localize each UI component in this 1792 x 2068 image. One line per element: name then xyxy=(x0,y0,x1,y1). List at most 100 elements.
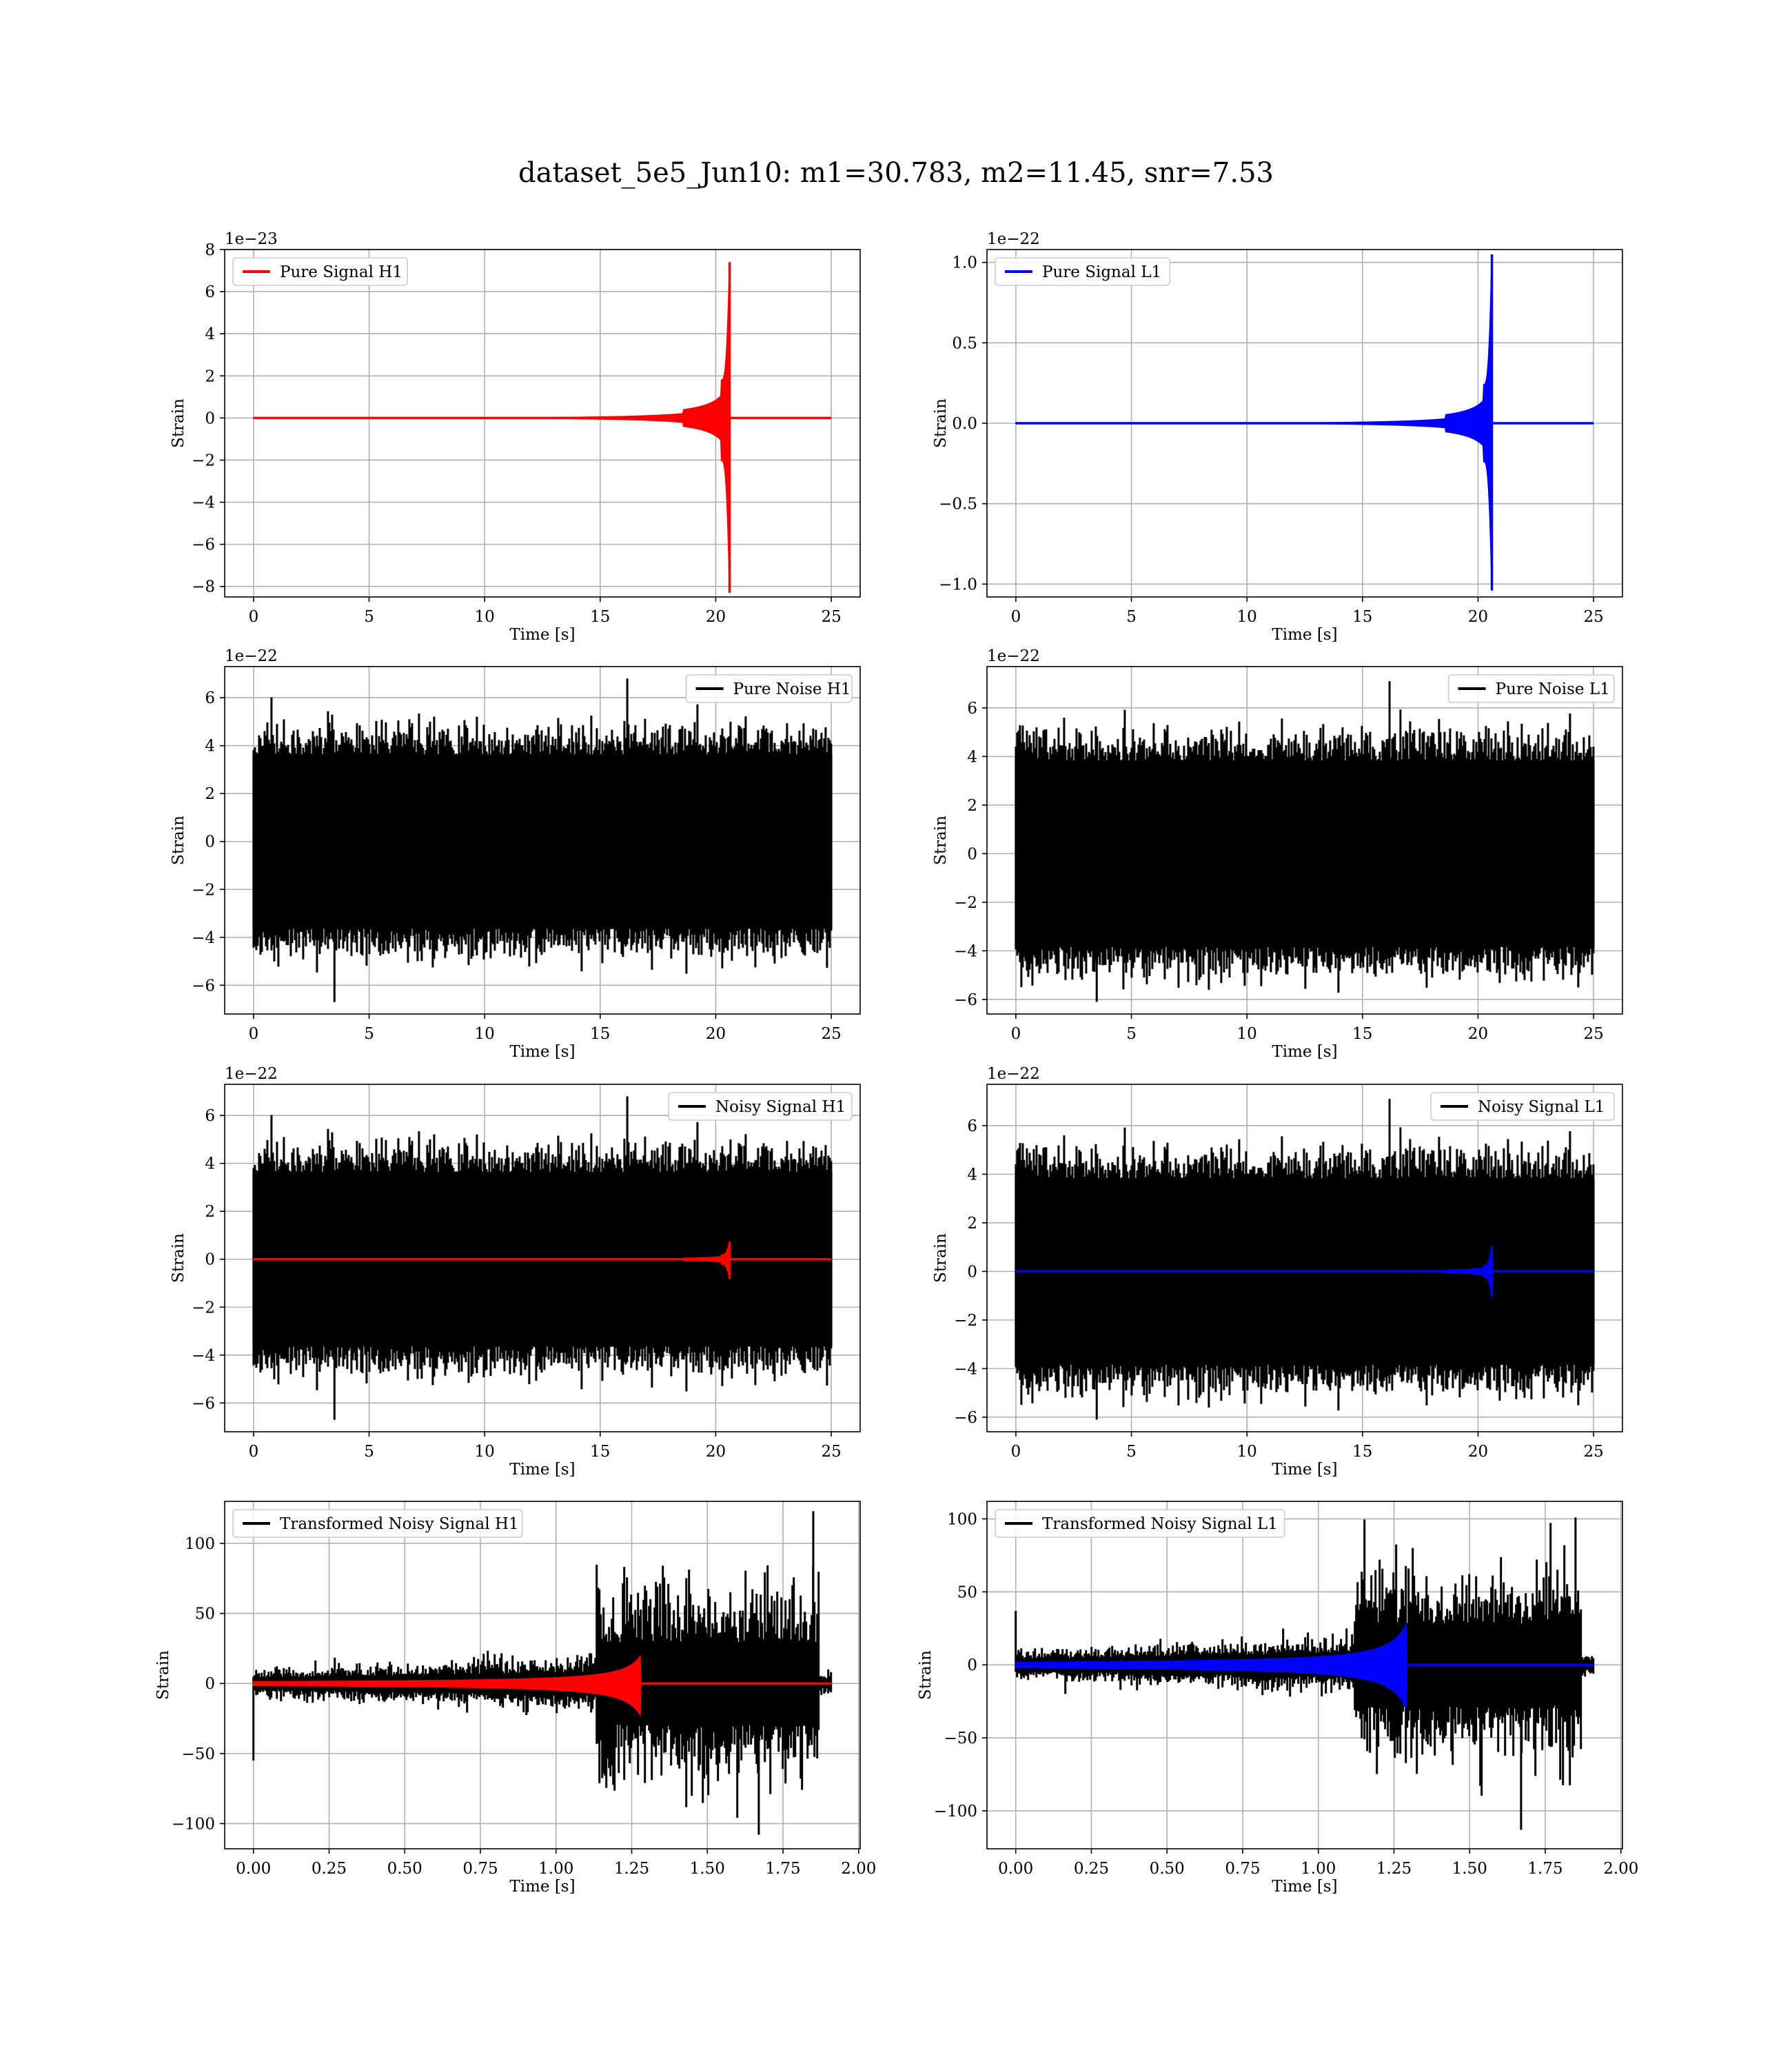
x-tick-label: 1.00 xyxy=(538,1860,573,1878)
y-tick-label: −1.0 xyxy=(939,576,977,594)
y-tick-label: 6 xyxy=(967,1117,977,1135)
y-tick-label: −2 xyxy=(954,894,977,912)
x-tick-label: 15 xyxy=(1352,1443,1372,1461)
legend-label: Pure Noise H1 xyxy=(733,680,851,698)
y-tick-label: 0 xyxy=(205,409,215,427)
plot-panel-transformed-l1: 0.00 0.25 0.50 0.75 1.00 1.25 1.50 1.75 2.00 −100… xyxy=(917,1501,1638,1896)
x-tick-label: 20 xyxy=(706,1025,726,1043)
y-tick-label: 100 xyxy=(947,1510,977,1528)
y-tick-label: −50 xyxy=(181,1745,215,1763)
y-tick-label: 0 xyxy=(205,1675,215,1693)
x-tick-label: 0.75 xyxy=(1225,1860,1260,1878)
legend-box xyxy=(1430,1092,1615,1121)
y-tick-label: 2 xyxy=(205,785,215,803)
plot-panel-pure-noise-l1: 0 5 10 15 20 25 −6 −4 −2 0 2 4 6 Time [s] Strain 1e−22 P… xyxy=(932,647,1623,1061)
y-tick-label: −4 xyxy=(954,942,977,960)
y-tick-label: 0 xyxy=(205,833,215,851)
x-axis-label: Time [s] xyxy=(1272,1461,1337,1479)
y-axis: −6 −4 −2 0 2 4 6 xyxy=(192,689,225,995)
y-tick-label: −4 xyxy=(954,1360,977,1378)
legend-box xyxy=(685,674,853,703)
x-tick-label: 0 xyxy=(1011,1025,1021,1043)
legend-label: Pure Noise L1 xyxy=(1496,680,1610,698)
y-tick-label: 0 xyxy=(967,845,977,863)
plot-area xyxy=(1015,681,1595,1002)
axes-background xyxy=(225,250,860,597)
y-offset-text: 1e−23 xyxy=(225,230,278,248)
x-tick-label: 15 xyxy=(590,1025,610,1043)
legend-box xyxy=(995,1509,1285,1538)
x-tick-label: 25 xyxy=(1583,1025,1603,1043)
y-tick-label: −2 xyxy=(192,452,215,469)
y-tick-label: −4 xyxy=(192,929,215,947)
x-tick-label: 0 xyxy=(249,1443,259,1461)
x-axis-label: Time [s] xyxy=(1272,1043,1337,1061)
x-tick-label: 10 xyxy=(475,1443,495,1461)
x-tick-label: 25 xyxy=(821,1025,841,1043)
y-axis: −100 −50 0 50 100 xyxy=(172,1535,225,1833)
x-tick-label: 5 xyxy=(364,608,374,626)
y-tick-label: −4 xyxy=(192,494,215,512)
y-tick-label: 6 xyxy=(205,283,215,301)
plot-area xyxy=(252,1096,833,1420)
y-tick-label: −50 xyxy=(944,1730,977,1747)
plot-panel-pure-signal-l1: 0 5 10 15 20 25 −1.0 −0.5 0.0 0.5 1.0 Time [s] Strai… xyxy=(932,230,1623,644)
y-tick-label: −6 xyxy=(954,1409,977,1427)
y-offset-text: 1e−22 xyxy=(225,647,278,665)
axes-frame xyxy=(986,1501,1623,1849)
y-tick-label: 2 xyxy=(967,797,977,815)
x-tick-label: 15 xyxy=(590,1443,610,1461)
plot-area xyxy=(252,1511,833,1835)
x-tick-label: 10 xyxy=(1237,1443,1257,1461)
x-axis-label: Time [s] xyxy=(1272,1878,1337,1896)
legend-box xyxy=(232,1509,523,1538)
x-tick-label: 10 xyxy=(475,608,495,626)
x-tick-label: 1.25 xyxy=(1376,1860,1412,1878)
x-tick-label: 0 xyxy=(1011,1443,1021,1461)
x-axis-label: Time [s] xyxy=(509,1043,575,1061)
x-tick-label: 2.00 xyxy=(841,1860,876,1878)
x-tick-label: 25 xyxy=(821,608,841,626)
y-tick-label: −6 xyxy=(192,977,215,995)
y-tick-label: 50 xyxy=(195,1605,215,1623)
x-tick-label: 5 xyxy=(1126,1443,1137,1461)
axes-frame xyxy=(224,1501,861,1849)
legend: Noisy Signal L1 xyxy=(1430,1092,1615,1121)
figure-title: dataset_5e5_Jun10: m1=30.783, m2=11.45, … xyxy=(518,157,1274,189)
y-axis: −8 −6 −4 −2 0 2 4 6 8 xyxy=(192,241,225,596)
legend-label: Pure Signal H1 xyxy=(280,263,403,281)
x-axis: 0 5 10 15 20 25 xyxy=(1011,1014,1604,1043)
legend-box xyxy=(668,1092,853,1121)
axes-frame xyxy=(986,1084,1623,1432)
y-tick-label: −0.5 xyxy=(939,496,977,514)
legend: Pure Noise H1 xyxy=(685,674,853,703)
y-tick-label: 0.5 xyxy=(952,334,977,352)
y-axis-label: Strain xyxy=(170,398,187,448)
y-tick-label: 2 xyxy=(967,1215,977,1233)
plot-panel-pure-signal-h1: 0 5 10 15 20 25 −8 −6 −4 −2 0 2 4 6 8 Time [s] Strain 1e−… xyxy=(170,230,861,644)
y-tick-label: 0.0 xyxy=(952,415,977,433)
x-tick-label: 25 xyxy=(821,1443,841,1461)
y-tick-label: 6 xyxy=(205,689,215,707)
x-tick-label: 15 xyxy=(1352,608,1372,626)
y-tick-label: 4 xyxy=(205,325,215,343)
plot-area xyxy=(252,262,832,593)
legend: Noisy Signal H1 xyxy=(668,1092,853,1121)
x-tick-label: 5 xyxy=(1126,1025,1137,1043)
x-tick-label: 0 xyxy=(1011,608,1021,626)
x-tick-label: 0 xyxy=(249,1025,259,1043)
plot-panel-transformed-h1: 0.00 0.25 0.50 0.75 1.00 1.25 1.50 1.75 2.00 −100… xyxy=(154,1501,876,1896)
x-axis: 0.00 0.25 0.50 0.75 1.00 1.25 1.50 1.75 2.00 xyxy=(236,1849,876,1878)
y-offset-text: 1e−22 xyxy=(987,1065,1040,1083)
legend-label: Pure Signal L1 xyxy=(1042,263,1161,281)
legend-label: Noisy Signal H1 xyxy=(715,1098,846,1116)
series-pure-noise-h1-spikes xyxy=(252,678,833,1002)
y-tick-label: −2 xyxy=(954,1312,977,1330)
x-tick-label: 15 xyxy=(590,608,610,626)
plot-panel-noisy-signal-l1: 0 5 10 15 20 25 −6 −4 −2 0 2 4 6 Time [s] Strain 1e−22 N… xyxy=(932,1065,1623,1479)
x-tick-label: 10 xyxy=(475,1025,495,1043)
x-axis: 0 5 10 15 20 25 xyxy=(249,1014,842,1043)
x-tick-label: 5 xyxy=(1126,608,1137,626)
y-tick-label: 100 xyxy=(185,1535,215,1553)
x-tick-label: 10 xyxy=(1237,1025,1257,1043)
